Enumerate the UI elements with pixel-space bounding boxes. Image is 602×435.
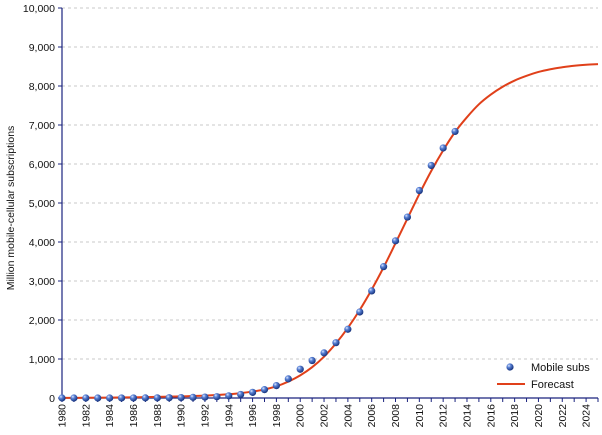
- data-point-mobile-subs: [177, 393, 185, 402]
- data-point-mobile-subs: [117, 394, 126, 402]
- y-tick-label: 9,000: [29, 42, 55, 54]
- legend: Mobile subs Forecast: [497, 362, 590, 391]
- y-tick-label: 10,000: [23, 3, 55, 15]
- data-point-mobile-subs: [296, 365, 304, 373]
- y-tick-label: 2,000: [29, 315, 55, 327]
- y-tick-label: 6,000: [29, 159, 55, 171]
- x-tick-label: 2014: [461, 404, 473, 428]
- mobile-subs-series: [58, 127, 459, 402]
- data-point-mobile-subs: [106, 394, 114, 402]
- x-tick-label: 2008: [390, 404, 402, 428]
- x-tick-label: 1984: [104, 404, 116, 428]
- legend-marker-mobile-subs: [506, 363, 514, 371]
- y-tick-label: 4,000: [29, 237, 55, 249]
- y-axis-label: Million mobile-cellular subscriptions: [5, 126, 17, 291]
- data-point-mobile-subs: [82, 394, 90, 402]
- y-tick-label: 7,000: [29, 120, 55, 132]
- data-point-mobile-subs: [439, 144, 447, 152]
- x-tick-label: 1980: [57, 404, 69, 428]
- x-tick-label: 2022: [557, 404, 569, 428]
- data-point-mobile-subs: [189, 393, 197, 401]
- data-point-mobile-subs: [427, 161, 435, 170]
- forecast-line: [61, 63, 599, 399]
- x-tick-label: 1982: [80, 404, 92, 428]
- x-axis-ticks: 1980 1982 1984 1986 1988 1990 1992 1994 1996 1998…: [57, 398, 599, 427]
- data-point-mobile-subs: [225, 392, 233, 400]
- data-point-mobile-subs: [70, 394, 78, 402]
- x-tick-label: 2010: [414, 404, 426, 428]
- data-point-mobile-subs: [332, 339, 340, 347]
- y-tick-label: 3,000: [29, 276, 55, 288]
- data-point-mobile-subs: [308, 356, 316, 365]
- y-tick-label: 1,000: [29, 354, 55, 366]
- x-tick-label: 1992: [199, 404, 211, 428]
- x-tick-label: 1990: [176, 404, 188, 428]
- data-point-mobile-subs: [58, 394, 66, 402]
- x-tick-label: 2020: [533, 404, 545, 428]
- y-tick-label: 0: [49, 393, 55, 405]
- x-tick-label: 2004: [342, 404, 354, 428]
- x-tick-label: 1994: [223, 404, 235, 428]
- data-point-mobile-subs: [153, 394, 161, 402]
- x-tick-label: 2000: [295, 404, 307, 428]
- data-point-mobile-subs: [391, 237, 400, 245]
- data-point-mobile-subs: [94, 394, 102, 402]
- data-point-mobile-subs: [165, 394, 173, 402]
- x-tick-label: 1988: [152, 404, 164, 428]
- x-tick-label: 2006: [366, 404, 378, 428]
- x-tick-label: 1986: [128, 404, 140, 428]
- grid: [62, 7, 598, 360]
- data-point-mobile-subs: [451, 127, 459, 136]
- data-point-mobile-subs: [356, 308, 364, 316]
- data-point-mobile-subs: [201, 393, 209, 401]
- x-tick-label: 2002: [319, 404, 331, 428]
- y-tick-label: 8,000: [29, 81, 55, 93]
- y-tick-label: 5,000: [29, 198, 55, 210]
- data-point-mobile-subs: [403, 213, 412, 221]
- data-point-mobile-subs: [415, 186, 423, 195]
- legend-label-mobile-subs: Mobile subs: [531, 362, 590, 374]
- forecast-series: [61, 63, 599, 399]
- x-tick-label: 1996: [247, 404, 259, 428]
- data-point-mobile-subs: [129, 394, 138, 402]
- data-point-mobile-subs: [284, 375, 292, 383]
- legend-label-forecast: Forecast: [531, 379, 574, 391]
- x-tick-label: 2016: [485, 404, 497, 428]
- data-point-mobile-subs: [248, 388, 257, 396]
- data-point-mobile-subs: [237, 390, 245, 399]
- x-tick-label: 2018: [509, 404, 521, 428]
- x-tick-label: 1998: [271, 404, 283, 428]
- data-point-mobile-subs: [380, 263, 388, 271]
- data-point-mobile-subs: [344, 325, 352, 333]
- data-point-mobile-subs: [260, 386, 269, 394]
- y-axis-ticks: 0 1,000 2,000 3,000 4,000 5,000 6,000 7,000 8,00…: [23, 3, 62, 405]
- x-tick-label: 2024: [581, 404, 593, 428]
- data-point-mobile-subs: [213, 393, 221, 401]
- data-point-mobile-subs: [368, 287, 376, 295]
- data-point-mobile-subs: [320, 349, 328, 357]
- data-point-mobile-subs: [272, 381, 280, 390]
- data-point-mobile-subs: [141, 394, 149, 402]
- x-tick-label: 2012: [438, 404, 450, 428]
